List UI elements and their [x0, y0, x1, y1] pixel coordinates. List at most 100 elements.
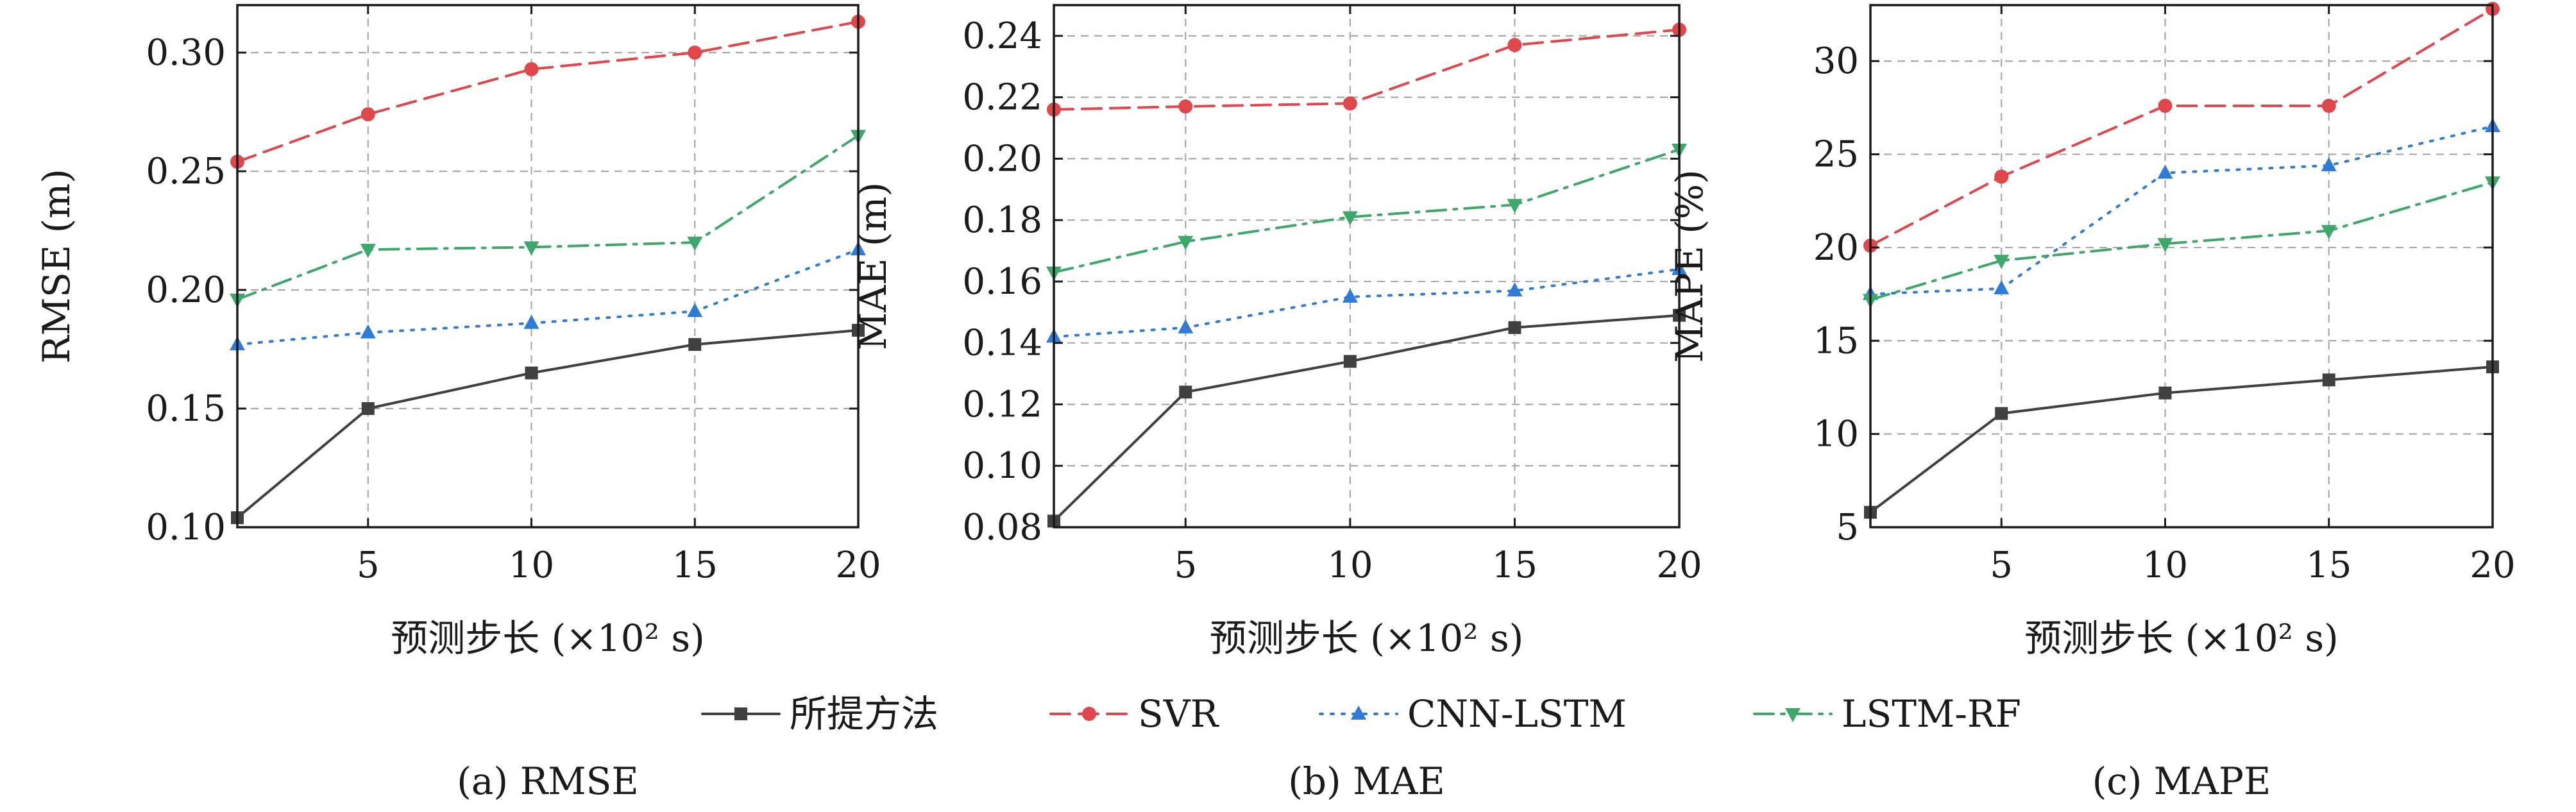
data-point	[360, 244, 376, 258]
x-tick-label: 10	[509, 545, 554, 586]
data-point	[1342, 288, 1358, 303]
series-4	[230, 130, 866, 308]
grid	[1054, 5, 1681, 529]
data-point	[1178, 99, 1193, 114]
series-line	[1869, 181, 2494, 301]
legend: 所提方法 SVR CNN-LSTM LSTM-RF	[701, 692, 2021, 736]
x-tick-label: 20	[2470, 545, 2515, 586]
y-axis-label: MAPE (%)	[1668, 169, 1711, 362]
chart-panel-2: 5 10 15 20 0.08 0.10 0.12 0.14 0.16 0.18 0.20 0.22 0…	[851, 4, 1702, 803]
data-point	[1179, 385, 1192, 399]
data-point	[2321, 98, 2336, 113]
data-point	[1342, 211, 1358, 226]
series-line	[236, 20, 860, 164]
chart-panel-3: 5 10 15 20 5 10 15 20 25 30 MAPE (%) 预测步长 (×10² s) (…	[1668, 1, 2516, 803]
data-point	[525, 366, 538, 380]
data-point	[360, 324, 376, 339]
y-tick-label: 20	[1813, 227, 1859, 269]
y-tick-label: 5	[1836, 507, 1859, 548]
y-tick-label: 0.24	[962, 15, 1042, 57]
data-point	[688, 46, 702, 60]
x-tick-label: 20	[1656, 545, 1702, 586]
series-line	[1053, 314, 1681, 523]
y-axis-label: RMSE (m)	[35, 169, 78, 364]
plot-frame	[1869, 4, 2494, 529]
x-axis-label: 预测步长 (×10² s)	[1210, 616, 1524, 660]
series-line	[1053, 267, 1681, 339]
x-tick-label: 15	[1492, 545, 1538, 586]
data-point	[1995, 407, 2008, 420]
data-point	[1507, 282, 1523, 297]
series-4	[1863, 176, 2500, 309]
data-point	[1994, 280, 2010, 294]
legend-label: LSTM-RF	[1842, 692, 2021, 736]
y-tick-label: 0.15	[146, 388, 226, 430]
legend-entry-3: CNN-LSTM	[1319, 692, 1627, 736]
data-point	[2321, 224, 2337, 239]
ticks: 5 10 15 20 0.10 0.15 0.20 0.25 0.30	[146, 5, 881, 586]
legend-marker	[1082, 707, 1096, 721]
plot-frame	[1053, 4, 1681, 529]
chart-caption: (c) MAPE	[2092, 759, 2271, 803]
data-point	[1343, 96, 1357, 111]
y-tick-label: 0.22	[962, 77, 1042, 119]
data-point	[1994, 169, 2009, 184]
plot-frame	[236, 4, 860, 529]
y-tick-label: 30	[1813, 40, 1859, 82]
series-2	[230, 14, 865, 169]
series-1	[1047, 309, 1686, 528]
legend-marker	[1351, 706, 1366, 720]
data-point	[1994, 255, 2010, 269]
x-tick-label: 10	[2142, 545, 2188, 586]
data-point	[2321, 157, 2337, 172]
series-1	[1864, 360, 2499, 519]
data-point	[2322, 373, 2335, 387]
data-point	[361, 402, 375, 415]
series-line	[1869, 365, 2494, 514]
y-tick-label: 0.25	[146, 151, 226, 192]
data-point	[524, 62, 539, 76]
chart-panel-1: 5 10 15 20 0.10 0.15 0.20 0.25 0.30 RMSE (m) 预测步长 …	[35, 4, 881, 803]
series-1	[231, 323, 865, 525]
series-line	[236, 328, 860, 520]
chart-caption: (a) RMSE	[457, 759, 638, 803]
series-4	[1046, 144, 1687, 281]
data-point	[1507, 38, 1522, 53]
series-line	[236, 248, 860, 346]
x-tick-label: 15	[2306, 545, 2351, 586]
data-point	[687, 237, 703, 251]
legend-marker	[734, 707, 747, 720]
series-3	[1046, 260, 1687, 343]
x-tick-label: 10	[1327, 545, 1373, 586]
data-point	[360, 107, 375, 122]
x-tick-label: 5	[357, 545, 380, 586]
y-tick-label: 0.18	[962, 199, 1042, 241]
x-axis-label: 预测步长 (×10² s)	[391, 616, 705, 660]
data-point	[523, 314, 539, 329]
data-point	[1507, 199, 1523, 214]
y-tick-label: 0.14	[962, 323, 1042, 364]
y-tick-label: 10	[1813, 414, 1859, 455]
y-tick-label: 25	[1813, 134, 1859, 176]
y-tick-label: 0.20	[146, 269, 226, 311]
x-tick-label: 15	[672, 545, 718, 586]
grid	[1870, 5, 2494, 529]
legend-marker	[1785, 708, 1801, 722]
chart-panels: 5 10 15 20 0.10 0.15 0.20 0.25 0.30 RMSE (m) 预测步长 …	[35, 1, 2516, 803]
series-2	[1047, 22, 1686, 117]
x-axis-label: 预测步长 (×10² s)	[2024, 616, 2339, 660]
y-tick-label: 0.10	[962, 445, 1042, 487]
y-tick-label: 0.16	[962, 261, 1042, 303]
ticks: 5 10 15 20 0.08 0.10 0.12 0.14 0.16 0.18 0.20 0.22 0…	[962, 5, 1702, 586]
data-point	[2157, 164, 2173, 179]
series-line	[1869, 124, 2494, 296]
data-point	[2158, 386, 2172, 400]
x-tick-label: 5	[1990, 545, 2013, 586]
y-tick-label: 0.12	[962, 384, 1042, 425]
data-point	[1343, 355, 1357, 368]
data-point	[2157, 238, 2173, 253]
legend-entry-1: 所提方法	[701, 692, 938, 736]
data-point	[1178, 235, 1194, 250]
data-point	[2158, 98, 2173, 113]
